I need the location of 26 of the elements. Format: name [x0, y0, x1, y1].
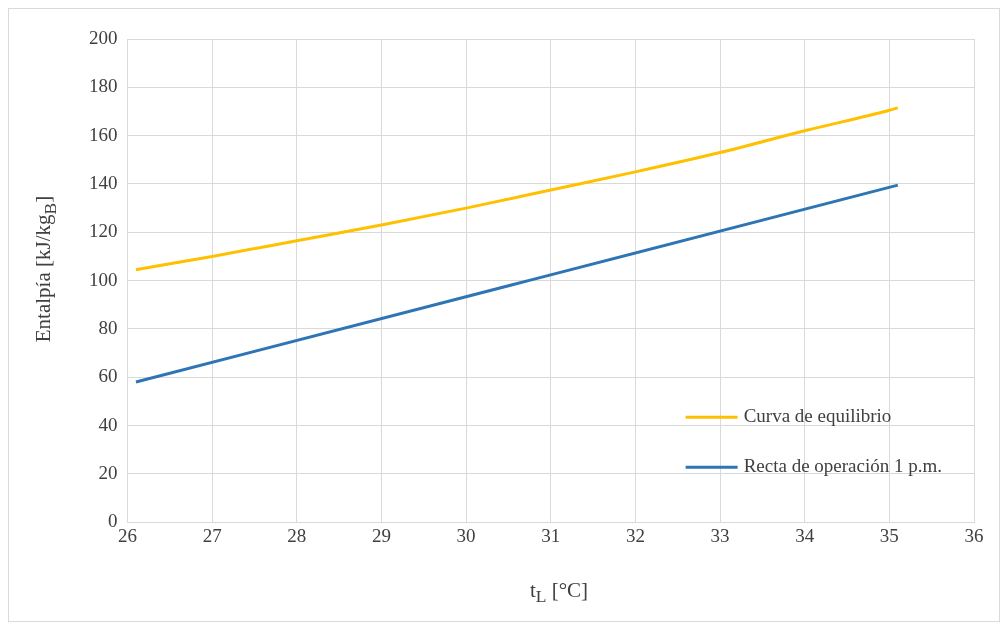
legend-label: Recta de operación 1 p.m.: [743, 455, 943, 477]
x-tick-label: 31: [541, 524, 561, 546]
y-tick-label: 100: [89, 268, 118, 290]
y-tick-label: 40: [98, 413, 118, 435]
x-tick-label: 36: [964, 524, 984, 546]
x-tick-label: 35: [879, 524, 899, 546]
line-series: [134, 106, 900, 272]
x-axis-title: t$_{L}$ [°C]: [528, 577, 590, 607]
y-tick-label: 200: [89, 26, 118, 48]
legend-label: Curva de equilibrio: [743, 405, 892, 427]
x-tick-label: 28: [287, 524, 307, 546]
y-tick-label: 140: [89, 171, 118, 193]
x-tick-label: 30: [456, 524, 476, 546]
y-tick-label: 120: [89, 220, 118, 242]
x-tick-label: 32: [625, 524, 645, 546]
y-tick-label: 0: [108, 510, 118, 532]
y-tick-label: 20: [98, 461, 118, 483]
x-tick-label: 33: [710, 524, 730, 546]
x-tick-label: 29: [371, 524, 391, 546]
y-tick-label: 60: [98, 365, 118, 387]
y-tick-label: 80: [98, 316, 118, 338]
y-tick-label: 180: [89, 75, 118, 97]
x-tick-label: 34: [795, 524, 815, 546]
y-tick-label: 160: [89, 123, 118, 145]
x-tick-label: 27: [202, 524, 222, 546]
x-tick-label: 26: [118, 524, 137, 546]
